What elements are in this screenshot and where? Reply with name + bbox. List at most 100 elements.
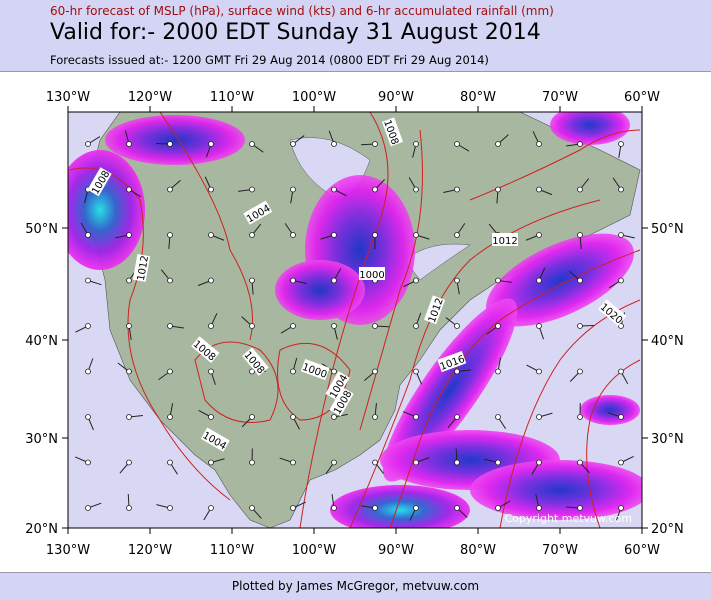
station bbox=[495, 414, 501, 420]
station bbox=[331, 414, 337, 420]
isobar-label-bg bbox=[300, 358, 330, 381]
isobar-label-bg bbox=[492, 233, 518, 246]
station bbox=[126, 323, 132, 329]
station bbox=[536, 505, 542, 511]
station bbox=[577, 368, 583, 375]
station bbox=[208, 186, 214, 193]
station bbox=[126, 505, 132, 511]
lat-label-right: 30°N bbox=[651, 432, 684, 447]
footer: Plotted by James McGregor, metvuw.com bbox=[0, 572, 711, 600]
station bbox=[618, 459, 624, 466]
station bbox=[126, 368, 132, 375]
isobar-label: 1000 bbox=[359, 270, 384, 281]
station bbox=[618, 323, 624, 329]
lon-label-bottom: 130°W bbox=[46, 543, 90, 558]
isobar-label-group: 1012 bbox=[132, 253, 151, 282]
station bbox=[167, 323, 173, 329]
station bbox=[495, 323, 501, 329]
lat-label-right: 50°N bbox=[651, 222, 684, 237]
station bbox=[85, 459, 91, 466]
lat-label-left: 50°N bbox=[25, 222, 58, 237]
station bbox=[249, 232, 255, 238]
station bbox=[618, 277, 624, 284]
station bbox=[372, 505, 378, 511]
station bbox=[208, 505, 214, 511]
station bbox=[126, 232, 132, 238]
isobar-label-bg bbox=[243, 200, 273, 225]
isobar-label-bg bbox=[423, 295, 446, 325]
station bbox=[413, 186, 419, 193]
isobar-label-bg bbox=[381, 117, 404, 147]
station bbox=[413, 368, 419, 375]
isobar-label-group: 1012 bbox=[492, 233, 518, 247]
station bbox=[331, 277, 337, 284]
station bbox=[167, 505, 173, 511]
station bbox=[167, 232, 173, 238]
station bbox=[126, 277, 132, 284]
station bbox=[372, 414, 378, 420]
station bbox=[249, 323, 255, 329]
station bbox=[249, 277, 255, 284]
lat-label-left: 40°N bbox=[25, 334, 58, 349]
station bbox=[536, 186, 542, 193]
station bbox=[290, 141, 296, 147]
isobar-label: 1012 bbox=[136, 255, 151, 282]
station bbox=[577, 186, 583, 193]
station bbox=[167, 459, 173, 466]
station bbox=[85, 368, 91, 375]
isobar-label-bg bbox=[191, 336, 220, 363]
station bbox=[249, 505, 255, 511]
lon-label-top: 130°W bbox=[46, 90, 90, 105]
station bbox=[167, 368, 173, 375]
station bbox=[413, 505, 419, 511]
station bbox=[577, 277, 583, 284]
station bbox=[618, 141, 624, 147]
lon-label-bottom: 120°W bbox=[128, 543, 172, 558]
station bbox=[331, 368, 337, 375]
isobar-label-bg bbox=[242, 347, 269, 376]
station bbox=[208, 323, 214, 329]
station bbox=[454, 141, 460, 147]
lon-label-top: 60°W bbox=[624, 90, 660, 105]
station bbox=[536, 323, 542, 329]
station bbox=[85, 323, 91, 329]
station bbox=[577, 459, 583, 466]
station bbox=[536, 459, 542, 466]
station bbox=[372, 459, 378, 466]
station bbox=[618, 186, 624, 193]
station bbox=[372, 368, 378, 375]
station bbox=[167, 414, 173, 420]
station bbox=[167, 141, 173, 147]
station bbox=[413, 277, 419, 284]
station bbox=[290, 505, 296, 511]
station bbox=[495, 141, 501, 147]
map-body bbox=[68, 112, 642, 528]
lakes bbox=[404, 243, 471, 281]
station bbox=[126, 459, 132, 466]
lon-label-top: 110°W bbox=[210, 90, 254, 105]
station bbox=[536, 368, 542, 375]
station bbox=[290, 232, 296, 238]
station bbox=[85, 277, 91, 284]
station bbox=[249, 186, 255, 193]
subtitle: 60-hr forecast of MSLP (hPa), surface wi… bbox=[50, 4, 554, 18]
station bbox=[372, 186, 378, 193]
footer-text: Plotted by James McGregor, metvuw.com bbox=[231, 579, 480, 593]
station bbox=[577, 323, 583, 329]
header: 60-hr forecast of MSLP (hPa), surface wi… bbox=[0, 0, 711, 72]
station bbox=[331, 141, 337, 147]
station bbox=[454, 277, 460, 284]
isobar-label-bg bbox=[598, 299, 627, 326]
station bbox=[577, 414, 583, 420]
lon-label-top: 100°W bbox=[292, 90, 336, 105]
station bbox=[536, 277, 542, 284]
station bbox=[577, 232, 583, 238]
lon-label-bottom: 60°W bbox=[624, 543, 660, 558]
map-frame bbox=[67, 111, 643, 529]
station bbox=[331, 186, 337, 193]
station bbox=[413, 459, 419, 466]
lat-label-right: 40°N bbox=[651, 334, 684, 349]
station bbox=[208, 141, 214, 147]
